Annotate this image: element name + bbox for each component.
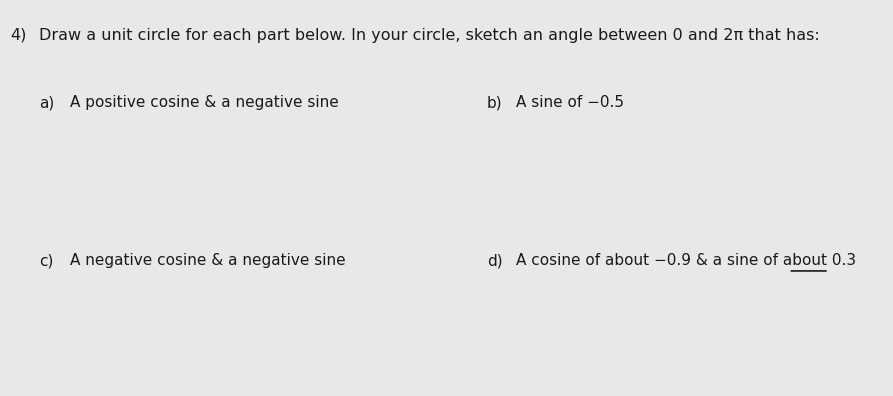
Text: c): c) (39, 253, 54, 268)
Text: A cosine of about −0.9 & a sine of about 0.3: A cosine of about −0.9 & a sine of about… (516, 253, 856, 268)
Text: A positive cosine & a negative sine: A positive cosine & a negative sine (70, 95, 338, 110)
Text: A sine of −0.5: A sine of −0.5 (516, 95, 624, 110)
Text: A negative cosine & a negative sine: A negative cosine & a negative sine (70, 253, 346, 268)
Text: a): a) (39, 95, 54, 110)
Text: d): d) (487, 253, 502, 268)
Text: 4): 4) (11, 28, 27, 43)
Text: b): b) (487, 95, 502, 110)
Text: Draw a unit circle for each part below. In your circle, sketch an angle between : Draw a unit circle for each part below. … (39, 28, 820, 43)
